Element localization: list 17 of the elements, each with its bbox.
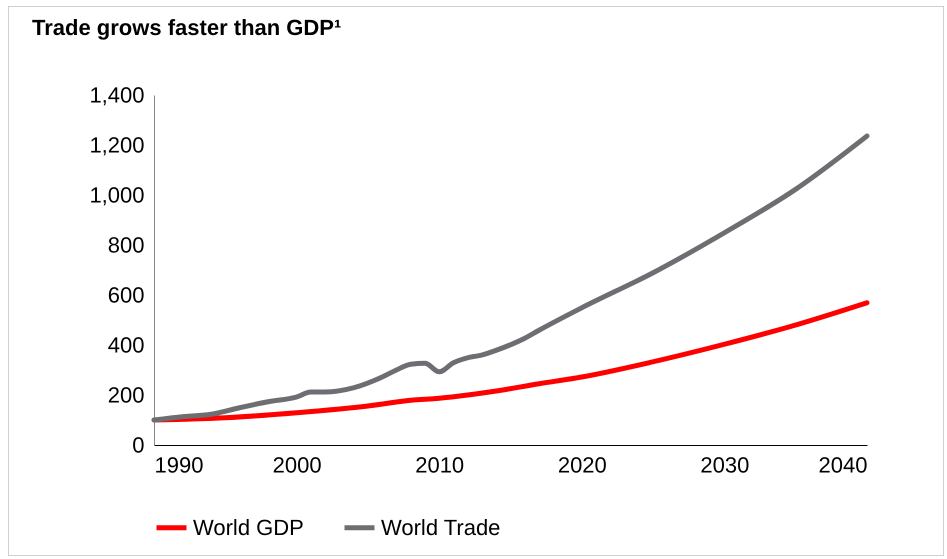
- y-tick-label: 0: [132, 432, 144, 458]
- y-tick-label: 1,200: [89, 132, 144, 158]
- x-tick-label: 2020: [558, 452, 607, 478]
- x-tick-label: 2010: [415, 452, 464, 478]
- y-tick-label: 1,400: [89, 82, 144, 108]
- legend-label: World GDP: [193, 514, 304, 540]
- x-tick-label: 2040: [818, 452, 868, 478]
- x-tick-label: 1990: [154, 452, 204, 478]
- y-tick-label: 1,000: [89, 182, 144, 208]
- y-tick-label: 400: [108, 332, 144, 358]
- x-tick-label: 2000: [272, 452, 322, 478]
- chart-title: Trade grows faster than GDP¹: [32, 15, 342, 40]
- legend-label: World Trade: [381, 514, 500, 540]
- y-tick-label: 600: [108, 282, 144, 308]
- x-tick-label: 2030: [700, 452, 750, 478]
- y-tick-label: 800: [108, 232, 144, 258]
- y-tick-label: 200: [108, 382, 144, 408]
